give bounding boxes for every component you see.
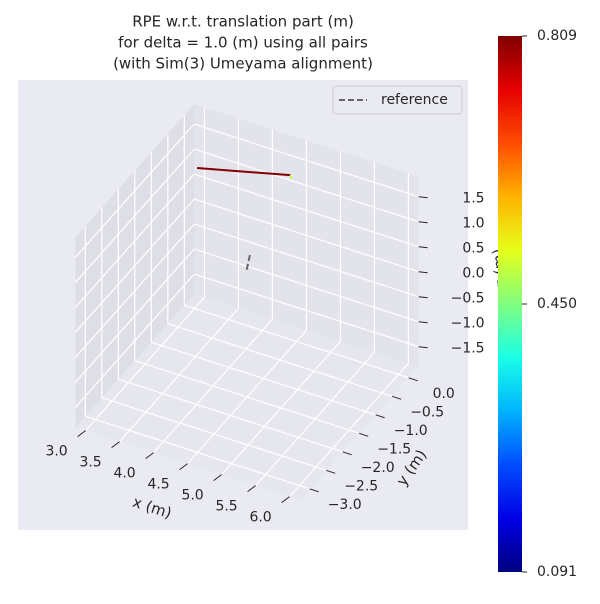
grid-line — [134, 360, 360, 434]
y-tick — [342, 451, 352, 456]
z-tick — [418, 296, 428, 299]
colorbar-tick-label: 0.450 — [537, 296, 577, 312]
x-tick-label: 4.0 — [113, 466, 135, 482]
grid-line — [74, 248, 195, 383]
grid-line — [74, 173, 195, 308]
chart-title: for delta = 1.0 (m) using all pairs — [118, 34, 368, 52]
grid-line — [194, 273, 419, 348]
x-tick — [145, 452, 154, 460]
z-tick — [418, 321, 428, 324]
z-tick — [418, 221, 428, 224]
grid-line — [74, 198, 195, 333]
y-tick-label: −1.5 — [377, 441, 411, 457]
z-tick-label: 0.0 — [462, 266, 484, 282]
y-tick-label: 0.0 — [433, 386, 455, 402]
x-tick-label: 4.5 — [147, 477, 169, 493]
grid-line — [167, 323, 393, 397]
grid-line — [74, 223, 195, 358]
x-tick-label: 3.5 — [79, 455, 101, 471]
legend-label: reference — [381, 92, 448, 108]
x-tick — [213, 474, 222, 482]
x-tick-label: 6.0 — [249, 510, 271, 526]
trajectory-segment — [197, 167, 291, 177]
colorbar-tick-label: 0.809 — [537, 28, 577, 44]
y-tick-label: −3.0 — [328, 497, 362, 513]
z-tick-label: 1.0 — [462, 216, 484, 232]
y-tick — [375, 414, 385, 419]
reference-line — [245, 254, 251, 271]
x-tick — [77, 430, 86, 438]
x-tick — [179, 463, 188, 471]
x-tick — [111, 441, 120, 449]
z-tick-label: 1.5 — [462, 191, 484, 207]
y-tick-label: −2.0 — [361, 460, 395, 476]
y-tick-label: −2.5 — [344, 478, 378, 494]
grid-line — [194, 223, 419, 298]
x-tick — [281, 496, 290, 504]
y-tick — [392, 395, 402, 400]
z-tick — [418, 246, 428, 249]
colorbar-tick-label: 0.091 — [537, 564, 577, 580]
z-tick-label: −1.5 — [451, 341, 485, 357]
x-tick-label: 5.0 — [181, 488, 203, 504]
grid-line — [101, 397, 327, 471]
grid-line — [151, 341, 376, 416]
chart-title: (with Sim(3) Umeyama alignment) — [113, 55, 373, 73]
y-tick — [326, 469, 336, 474]
grid-line — [74, 123, 195, 258]
grid-line — [85, 415, 310, 490]
grid-line — [74, 148, 195, 283]
y-tick — [309, 488, 319, 493]
grid-line — [194, 248, 419, 323]
z-tick — [418, 346, 428, 349]
x-tick — [247, 485, 256, 493]
grid-line — [184, 304, 409, 379]
z-tick — [418, 196, 428, 199]
colorbar — [498, 36, 522, 572]
y-tick — [408, 377, 418, 382]
z-tick — [418, 271, 428, 274]
x-tick-label: 3.0 — [45, 444, 67, 460]
grid-line — [118, 378, 343, 453]
legend-box — [332, 85, 463, 115]
y-tick-label: −0.5 — [410, 404, 444, 420]
grid-line — [74, 273, 195, 408]
y-tick — [359, 432, 369, 437]
z-tick-label: −1.0 — [451, 316, 485, 332]
grid-line — [194, 198, 419, 273]
x-tick-label: 5.5 — [215, 499, 237, 515]
grid-line — [194, 123, 419, 198]
z-tick-label: −0.5 — [451, 291, 485, 307]
grid-line — [194, 148, 419, 223]
z-tick-label: 0.5 — [462, 241, 484, 257]
grid-line — [194, 173, 419, 248]
trajectory-segment — [289, 174, 293, 179]
y-tick-label: −1.0 — [394, 423, 428, 439]
chart-title: RPE w.r.t. translation part (m) — [132, 13, 354, 31]
